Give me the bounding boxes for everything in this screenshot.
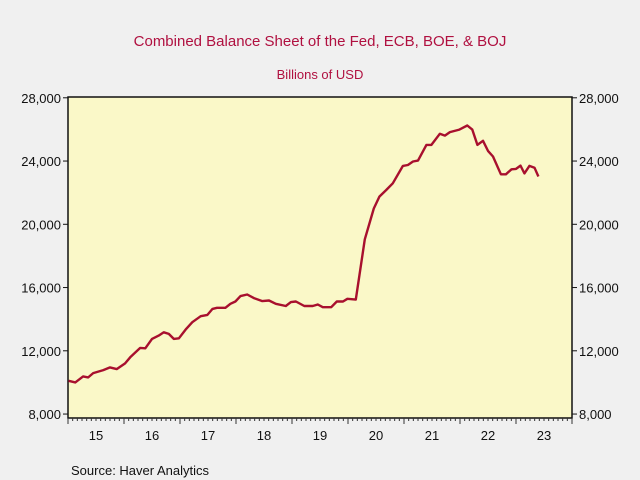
x-tick-label: 20	[369, 428, 383, 443]
y-tick-label-right: 24,000	[579, 154, 619, 169]
chart-title: Combined Balance Sheet of the Fed, ECB, …	[134, 33, 507, 50]
plot-area	[67, 96, 573, 419]
x-tick-label: 21	[425, 428, 439, 443]
x-tick-label: 22	[481, 428, 495, 443]
x-tick-label: 16	[145, 428, 159, 443]
y-tick-label-right: 20,000	[579, 217, 619, 232]
x-tick-label: 15	[89, 428, 103, 443]
x-tick-label: 18	[257, 428, 271, 443]
series-line	[68, 124, 540, 384]
y-tick-label-right: 12,000	[579, 344, 619, 359]
y-tick-label-left: 28,000	[21, 91, 61, 106]
y-tick-label-right: 8,000	[579, 407, 612, 422]
y-tick-label-left: 12,000	[21, 344, 61, 359]
y-tick-label-right: 28,000	[579, 91, 619, 106]
y-tick-label-left: 24,000	[21, 154, 61, 169]
y-tick-label-right: 16,000	[579, 281, 619, 296]
x-tick-label: 17	[201, 428, 215, 443]
y-tick-label-left: 20,000	[21, 217, 61, 232]
x-axis: 15 16 17 18 19 20 21 22 23	[67, 418, 573, 443]
chart-subtitle: Billions of USD	[277, 67, 364, 82]
y-axis-right: 8,000 12,000 16,000 20,000 24,000 28,000	[572, 91, 619, 422]
source-note: Source: Haver Analytics	[71, 463, 210, 478]
y-tick-label-left: 16,000	[21, 281, 61, 296]
y-axis-left: 8,000 12,000 16,000 20,000 24,000 28,000	[21, 91, 68, 422]
x-tick-label: 23	[537, 428, 551, 443]
x-tick-label: 19	[313, 428, 327, 443]
y-tick-label-left: 8,000	[28, 407, 61, 422]
